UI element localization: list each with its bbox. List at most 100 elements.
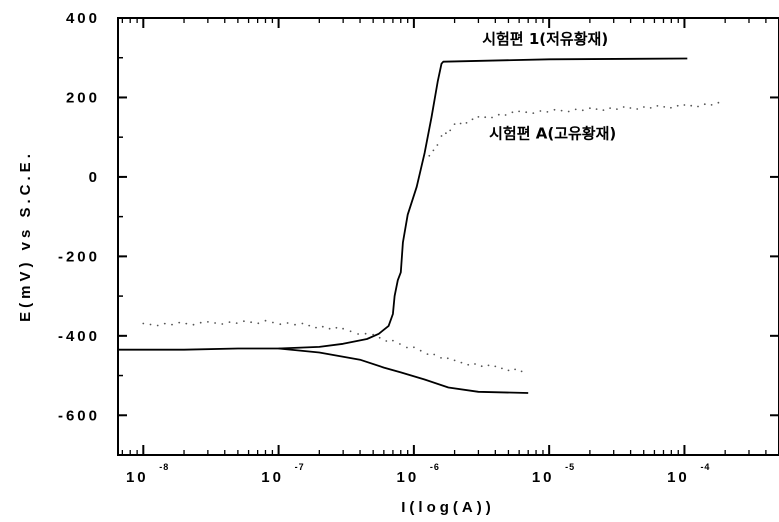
data-point	[428, 154, 431, 157]
data-point	[250, 321, 253, 324]
data-point	[221, 323, 224, 325]
data-point	[440, 135, 443, 137]
data-point	[690, 104, 693, 107]
data-point	[357, 333, 359, 335]
data-point	[602, 109, 605, 111]
y-tick-label: 0	[89, 169, 100, 186]
data-point	[335, 326, 338, 329]
data-point	[440, 357, 442, 359]
x-tick-label: 10	[667, 469, 690, 486]
data-point	[560, 109, 563, 112]
data-point	[480, 365, 483, 368]
data-point	[636, 108, 639, 110]
series-specimen-1	[118, 57, 688, 351]
data-point	[460, 361, 463, 364]
data-point	[192, 323, 195, 326]
data-point	[494, 365, 497, 368]
data-point	[372, 333, 375, 336]
series-specimen-1-cathodic	[278, 347, 529, 394]
data-point	[491, 116, 493, 119]
data-point	[574, 108, 577, 111]
y-tick-label: 200	[66, 89, 100, 106]
data-point	[433, 353, 436, 356]
x-tick-exponent: -4	[700, 462, 710, 472]
x-tick-exponent: -8	[159, 462, 169, 472]
data-point	[432, 149, 435, 152]
x-tick-label: 10	[261, 469, 284, 486]
data-point	[156, 324, 159, 327]
data-point	[243, 320, 245, 323]
data-point	[445, 132, 447, 135]
y-tick-label: -600	[58, 407, 100, 424]
data-point	[504, 114, 507, 116]
data-point	[518, 110, 520, 113]
data-point	[364, 332, 367, 335]
data-point	[436, 144, 439, 146]
data-point	[663, 106, 666, 108]
data-point	[656, 105, 659, 107]
data-point	[426, 353, 429, 355]
data-point	[235, 322, 238, 324]
data-point	[349, 330, 352, 333]
data-point	[595, 108, 598, 110]
data-point	[171, 323, 173, 326]
data-point	[199, 321, 202, 324]
x-axis-title: I(log(A))	[401, 499, 494, 516]
data-point	[453, 123, 456, 125]
data-point	[149, 323, 152, 326]
data-point	[703, 103, 706, 106]
series-annotation: 시험편 1(저유황재)	[482, 30, 608, 48]
data-point	[272, 321, 274, 324]
x-tick-labels: 10 -8 10 -7 10 -6 10 -5 10 -4	[126, 462, 710, 486]
data-point	[228, 321, 231, 323]
data-point	[446, 357, 449, 360]
x-tick-label: 10	[397, 469, 420, 486]
data-point	[546, 111, 549, 113]
plot-frame	[117, 17, 779, 456]
data-point	[553, 108, 556, 111]
data-point	[581, 109, 584, 112]
data-point	[501, 367, 503, 370]
data-point	[567, 110, 570, 113]
data-point	[629, 107, 632, 109]
data-point	[449, 129, 452, 132]
y-axis-title: E(mV) vs S.C.E.	[17, 150, 34, 322]
data-point	[342, 327, 344, 330]
axis-ticks	[118, 17, 779, 456]
data-point	[507, 369, 510, 372]
data-point	[511, 111, 514, 114]
data-series	[118, 57, 720, 394]
data-point	[378, 336, 381, 339]
data-point	[406, 346, 408, 349]
data-point	[487, 364, 490, 367]
data-point	[315, 326, 317, 329]
data-point	[459, 122, 462, 125]
data-point	[163, 322, 166, 325]
data-point	[683, 104, 686, 106]
data-point	[385, 340, 388, 342]
x-tick-exponent: -6	[430, 462, 440, 472]
data-point	[328, 327, 331, 330]
series-specimen-a-anodic	[428, 101, 720, 157]
x-tick-label: 10	[126, 469, 149, 486]
y-tick-label: 400	[66, 10, 100, 27]
data-point	[622, 106, 625, 108]
data-point	[649, 107, 652, 109]
x-tick-label: 10	[532, 469, 555, 486]
data-point	[670, 106, 672, 109]
data-point	[710, 104, 713, 106]
series-annotation: 시험편 A(고유황재)	[489, 124, 616, 142]
data-point	[392, 339, 394, 342]
data-point	[525, 111, 528, 114]
data-point	[178, 321, 181, 324]
x-tick-exponent: -7	[295, 462, 305, 472]
data-point	[474, 363, 476, 365]
data-point	[497, 113, 500, 116]
data-point	[207, 321, 209, 323]
data-point	[142, 322, 145, 325]
data-point	[465, 122, 468, 124]
data-point	[264, 319, 267, 322]
data-point	[453, 359, 456, 362]
data-point	[214, 322, 217, 324]
